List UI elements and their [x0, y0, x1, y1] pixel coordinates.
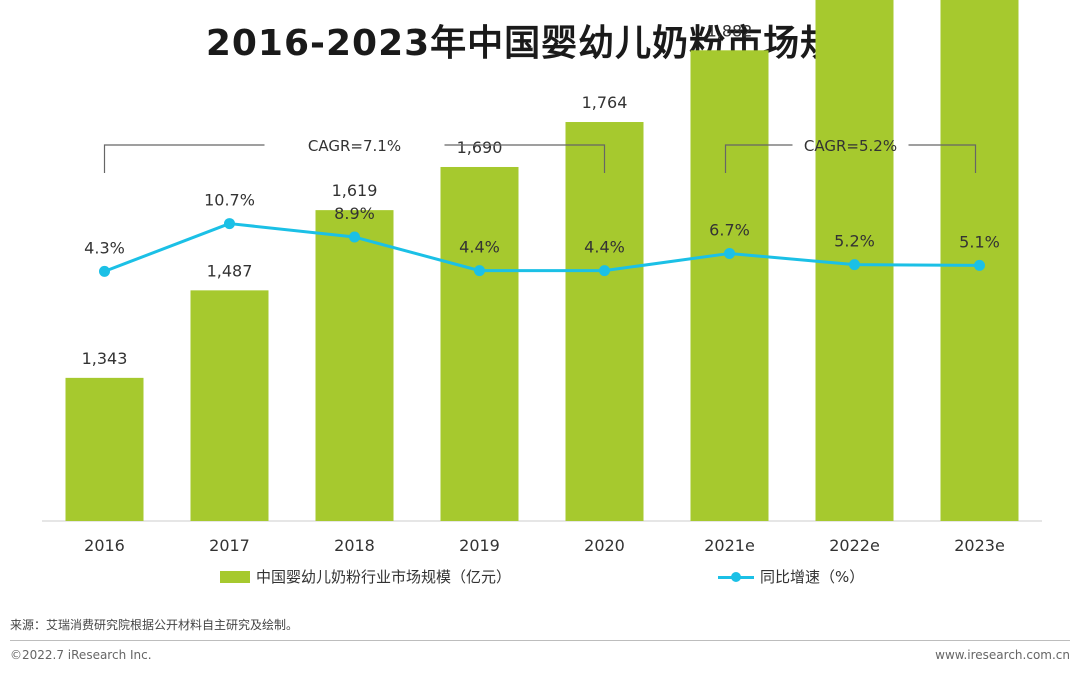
growth-point-2021e: [724, 247, 735, 259]
cagr-bracket-left-2: [724, 144, 793, 173]
x-tick-2018: 2018: [334, 536, 375, 555]
bar-label-2021e: 1,882: [707, 21, 753, 40]
growth-point-2016: [99, 265, 110, 277]
bar-2016: [65, 377, 144, 521]
bar-2017: [190, 290, 269, 521]
x-tick-2022e: 2022e: [829, 536, 880, 555]
growth-label-2023e: 5.1%: [959, 232, 1000, 251]
growth-label-2020: 4.4%: [584, 238, 625, 257]
cagr-bracket-right-2: [908, 144, 977, 173]
growth-label-2019: 4.4%: [459, 238, 500, 257]
bar-2018: [315, 210, 394, 521]
x-tick-2016: 2016: [84, 536, 125, 555]
cagr-label-1: CAGR=7.1%: [308, 137, 401, 155]
growth-point-2018: [349, 231, 360, 243]
footer-divider: [10, 640, 1070, 641]
x-tick-2020: 2020: [584, 536, 625, 555]
legend-line: 同比增速（%）: [718, 566, 864, 587]
growth-label-2021e: 6.7%: [709, 220, 750, 239]
bar-label-2019: 1,690: [457, 138, 503, 157]
legend-bar-swatch: [220, 570, 250, 583]
bar-label-2016: 1,343: [82, 349, 128, 368]
cagr-bracket-right-1: [444, 144, 606, 173]
growth-point-2023e: [974, 259, 985, 271]
growth-point-2022e: [849, 259, 860, 271]
bar-label-2018: 1,619: [332, 181, 378, 200]
website: www.iresearch.com.cn: [935, 648, 1070, 662]
chart-canvas: 1,343 2016 1,487 2017 1,619 2018 1,690 2019 1,76…: [42, 0, 1042, 555]
x-tick-2023e: 2023e: [954, 536, 1005, 555]
legend-bar-label: 中国婴幼儿奶粉行业市场规模（亿元）: [256, 568, 512, 586]
legend-bar: 中国婴幼儿奶粉行业市场规模（亿元）: [220, 566, 511, 587]
growth-point-2017: [224, 218, 235, 230]
bar-2019: [440, 166, 519, 521]
x-tick-2019: 2019: [459, 536, 500, 555]
bar-label-2020: 1,764: [582, 93, 628, 112]
growth-label-2016: 4.3%: [84, 238, 125, 257]
source-note: 来源：艾瑞消费研究院根据公开材料自主研究及绘制。: [10, 618, 299, 632]
cagr-label-2: CAGR=5.2%: [804, 137, 897, 155]
bar-label-2017: 1,487: [207, 261, 253, 280]
bar-2021e: [690, 50, 769, 522]
copyright: ©2022.7 iResearch Inc.: [10, 648, 152, 662]
growth-line: [103, 222, 980, 273]
legend-line-swatch: [718, 571, 754, 583]
legend-line-label: 同比增速（%）: [760, 568, 865, 586]
x-tick-2017: 2017: [209, 536, 250, 555]
cagr-bracket-left-1: [103, 144, 265, 173]
growth-label-2022e: 5.2%: [834, 232, 875, 251]
bar-2020: [565, 122, 644, 521]
growth-label-2018: 8.9%: [334, 204, 375, 223]
growth-label-2017: 10.7%: [204, 191, 255, 210]
x-tick-2021e: 2021e: [704, 536, 755, 555]
growth-point-2020: [599, 265, 610, 277]
growth-point-2019: [474, 265, 485, 277]
